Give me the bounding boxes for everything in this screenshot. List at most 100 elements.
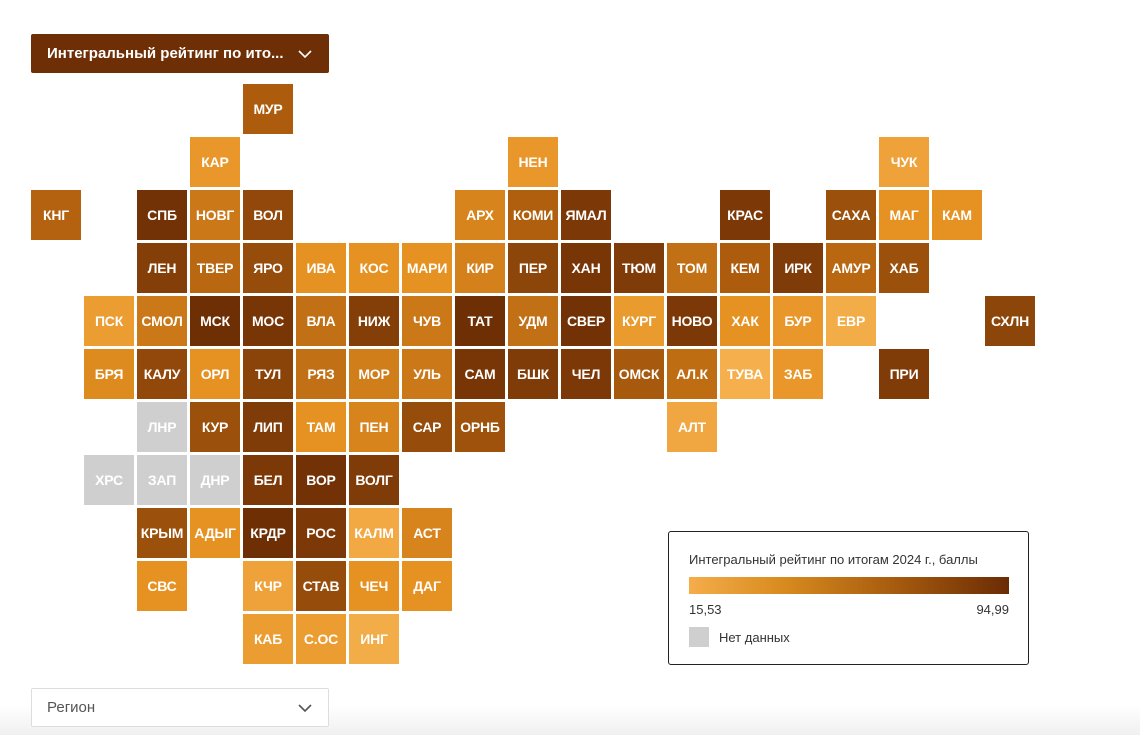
region-tile[interactable]: ВОЛ xyxy=(243,190,293,240)
region-tile[interactable]: СВС xyxy=(137,561,187,611)
region-tile[interactable]: АСТ xyxy=(402,508,452,558)
region-tile[interactable]: УДМ xyxy=(508,296,558,346)
nodata-label: Нет данных xyxy=(719,629,790,645)
region-tile[interactable]: ЯМАЛ xyxy=(561,190,611,240)
region-tile[interactable]: КЕМ xyxy=(720,243,770,293)
legend-gradient-bar xyxy=(689,577,1009,594)
region-tile[interactable]: АМУР xyxy=(826,243,876,293)
region-tile[interactable]: ИРК xyxy=(773,243,823,293)
region-tile[interactable]: ОМСК xyxy=(614,349,664,399)
region-tile[interactable]: ОРНБ xyxy=(455,402,505,452)
region-tile[interactable]: КОС xyxy=(349,243,399,293)
region-tile[interactable]: ХАБ xyxy=(879,243,929,293)
metric-select-label: Интегральный рейтинг по ито... xyxy=(47,45,284,62)
region-tile[interactable]: САХА xyxy=(826,190,876,240)
region-tile[interactable]: СХЛН xyxy=(985,296,1035,346)
region-tile[interactable]: ТАМ xyxy=(296,402,346,452)
region-tile[interactable]: КАР xyxy=(190,137,240,187)
region-tile[interactable]: СПБ xyxy=(137,190,187,240)
region-tile[interactable]: ЕВР xyxy=(826,296,876,346)
nodata-swatch xyxy=(689,627,709,647)
region-tile[interactable]: БРЯ xyxy=(84,349,134,399)
region-tile[interactable]: ПЕР xyxy=(508,243,558,293)
region-tile[interactable]: КАБ xyxy=(243,614,293,664)
region-tile[interactable]: СМОЛ xyxy=(137,296,187,346)
region-tile[interactable]: САР xyxy=(402,402,452,452)
chevron-down-icon xyxy=(298,703,312,712)
region-tile[interactable]: АЛ.К xyxy=(667,349,717,399)
region-tile[interactable]: КНГ xyxy=(31,190,81,240)
region-tile[interactable]: КРАС xyxy=(720,190,770,240)
region-tile[interactable]: ТВЕР xyxy=(190,243,240,293)
region-tile[interactable]: ЧУК xyxy=(879,137,929,187)
region-tile[interactable]: КРЫМ xyxy=(137,508,187,558)
region-tile[interactable]: МОР xyxy=(349,349,399,399)
region-tile[interactable]: БШК xyxy=(508,349,558,399)
legend-title: Интегральный рейтинг по итогам 2024 г., … xyxy=(689,552,978,567)
region-tile[interactable]: ДНР xyxy=(190,455,240,505)
region-tile[interactable]: С.ОС xyxy=(296,614,346,664)
region-tile[interactable]: РЯЗ xyxy=(296,349,346,399)
region-tile[interactable]: ВЛА xyxy=(296,296,346,346)
region-tile[interactable]: ЯРО xyxy=(243,243,293,293)
region-tile[interactable]: АЛТ xyxy=(667,402,717,452)
region-tile[interactable]: КРДР xyxy=(243,508,293,558)
metric-select[interactable]: Интегральный рейтинг по ито... xyxy=(31,34,329,73)
region-tile[interactable]: ЛЕН xyxy=(137,243,187,293)
region-tile[interactable]: ЗАБ xyxy=(773,349,823,399)
region-tile[interactable]: ТУЛ xyxy=(243,349,293,399)
region-tile[interactable]: КАЛМ xyxy=(349,508,399,558)
region-tile[interactable]: ТАТ xyxy=(455,296,505,346)
region-tile[interactable]: ЗАП xyxy=(137,455,187,505)
region-tile[interactable]: ПЕН xyxy=(349,402,399,452)
region-tile[interactable]: ХРС xyxy=(84,455,134,505)
region-tile[interactable]: ЛНР xyxy=(137,402,187,452)
region-tile[interactable]: ТУВА xyxy=(720,349,770,399)
map-legend: Интегральный рейтинг по итогам 2024 г., … xyxy=(668,531,1029,665)
region-tile[interactable]: КОМИ xyxy=(508,190,558,240)
region-tile[interactable]: БЕЛ xyxy=(243,455,293,505)
region-tile[interactable]: РОС xyxy=(296,508,346,558)
region-tile[interactable]: НОВО xyxy=(667,296,717,346)
region-tile[interactable]: КУРГ xyxy=(614,296,664,346)
region-tile[interactable]: ДАГ xyxy=(402,561,452,611)
region-tile[interactable]: НЕН xyxy=(508,137,558,187)
region-tile[interactable]: КАЛУ xyxy=(137,349,187,399)
region-tile[interactable]: ЧЕЛ xyxy=(561,349,611,399)
region-tile[interactable]: НОВГ xyxy=(190,190,240,240)
region-tile[interactable]: МАРИ xyxy=(402,243,452,293)
region-tile[interactable]: СТАВ xyxy=(296,561,346,611)
region-tile[interactable]: НИЖ xyxy=(349,296,399,346)
region-tile[interactable]: ВОР xyxy=(296,455,346,505)
region-tile[interactable]: САМ xyxy=(455,349,505,399)
region-tile[interactable]: ТЮМ xyxy=(614,243,664,293)
region-tile[interactable]: ЛИП xyxy=(243,402,293,452)
region-tile[interactable]: МСК xyxy=(190,296,240,346)
region-tile[interactable]: ВОЛГ xyxy=(349,455,399,505)
region-tile[interactable]: КАМ xyxy=(932,190,982,240)
region-tile[interactable]: ХАК xyxy=(720,296,770,346)
region-tile[interactable]: КУР xyxy=(190,402,240,452)
region-tile[interactable]: ИВА xyxy=(296,243,346,293)
region-tile[interactable]: ЧЕЧ xyxy=(349,561,399,611)
region-tile[interactable]: КИР xyxy=(455,243,505,293)
region-tile[interactable]: ОРЛ xyxy=(190,349,240,399)
region-tile[interactable]: МУР xyxy=(243,84,293,134)
region-tile[interactable]: ЧУВ xyxy=(402,296,452,346)
region-tile[interactable]: БУР xyxy=(773,296,823,346)
region-tile[interactable]: МОС xyxy=(243,296,293,346)
region-tile[interactable]: АДЫГ xyxy=(190,508,240,558)
region-tile[interactable]: ХАН xyxy=(561,243,611,293)
region-tile[interactable]: ИНГ xyxy=(349,614,399,664)
region-tile[interactable]: СВЕР xyxy=(561,296,611,346)
region-tile[interactable]: АРХ xyxy=(455,190,505,240)
region-tile[interactable]: МАГ xyxy=(879,190,929,240)
region-tile[interactable]: ПСК xyxy=(84,296,134,346)
legend-nodata: Нет данных xyxy=(689,627,1008,647)
region-tile[interactable]: ПРИ xyxy=(879,349,929,399)
region-tile[interactable]: УЛЬ xyxy=(402,349,452,399)
region-tile[interactable]: ТОМ xyxy=(667,243,717,293)
region-tile[interactable]: КЧР xyxy=(243,561,293,611)
region-select[interactable]: Регион xyxy=(31,688,329,727)
